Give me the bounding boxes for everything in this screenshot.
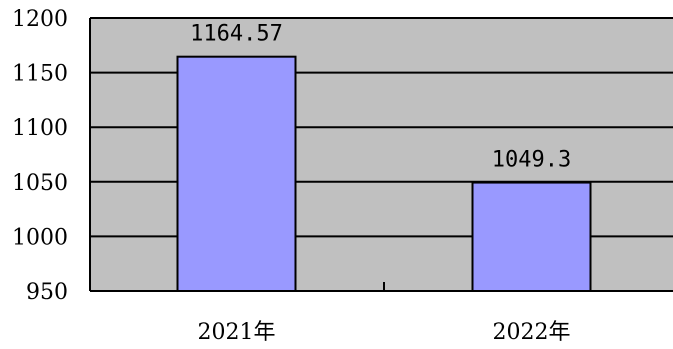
y-tick-label: 1100 [12,116,68,141]
x-category-label: 2022年 [493,320,571,345]
bar [471,181,592,293]
y-tick-label: 950 [26,280,68,305]
y-tick-label: 1050 [12,171,68,196]
axes [89,18,673,292]
bars [176,55,592,293]
y-tick-label: 1200 [12,7,68,32]
bar-data-label: 1164.57 [190,22,283,47]
y-tick-label: 1000 [12,225,68,250]
y-tick-label: 1150 [12,62,68,87]
bar-data-label: 1049.3 [492,148,571,173]
y-tick-labels: 950 1000 1050 1100 1150 1200 [12,7,68,305]
bar [176,55,297,292]
x-category-label: 2021年 [198,320,276,345]
category-labels: 2021年 2022年 [198,320,571,345]
data-labels: 1164.57 1049.3 [190,22,571,173]
